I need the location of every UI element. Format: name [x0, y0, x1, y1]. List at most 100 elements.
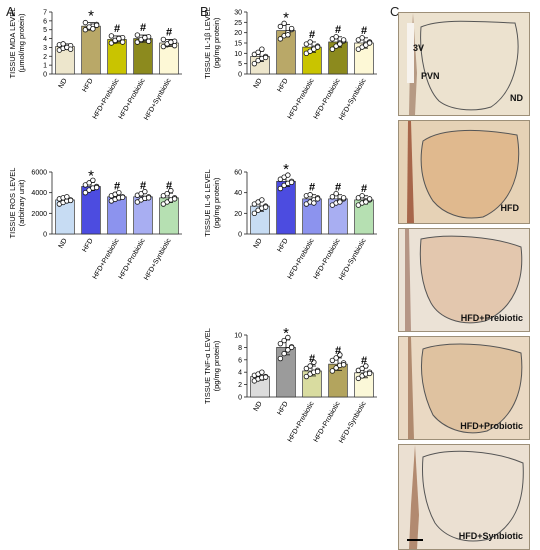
histology-label-synbiotic: HFD+Synbiotic — [458, 531, 523, 541]
bar-hfd — [81, 25, 101, 75]
data-point — [285, 334, 291, 341]
y-axis-label: TISSUE IL-6 LEVEL — [203, 169, 212, 237]
data-point — [277, 340, 284, 347]
data-point — [314, 44, 321, 50]
histology-label-probiotic: HFD+Probiotic — [460, 421, 523, 431]
data-point — [160, 36, 167, 43]
x-tick-label: HFD+Synbiotic — [143, 237, 173, 282]
data-point — [67, 46, 74, 52]
significance-hash: # — [309, 182, 315, 194]
data-point — [86, 180, 92, 186]
data-point — [277, 355, 284, 362]
data-point — [262, 54, 269, 61]
label-3v: 3V — [413, 43, 425, 53]
x-tick-label: HFD+Synbiotic — [338, 77, 368, 122]
significance-hash: # — [140, 22, 146, 34]
data-point — [259, 369, 265, 375]
histology-image-synbiotic: HFD+Synbiotic — [398, 444, 530, 550]
data-point — [363, 363, 369, 369]
y-tick-label: 0 — [238, 395, 242, 402]
x-tick-label: ND — [58, 78, 69, 90]
y-axis-unit-label: (pg/mg protein) — [212, 17, 221, 68]
y-axis-label: TISSUE IL-1β LEVEL — [203, 7, 212, 79]
x-tick-label: HFD+Probiotic — [313, 237, 342, 281]
data-point — [329, 46, 336, 52]
y-tick-label: 0 — [238, 232, 242, 239]
significance-hash: # — [361, 25, 367, 37]
significance-asterisk: * — [88, 167, 94, 184]
data-point — [285, 347, 291, 353]
y-tick-label: 8 — [238, 345, 242, 352]
data-point — [93, 184, 100, 191]
data-point — [64, 194, 70, 200]
y-tick-label: 6 — [43, 18, 47, 25]
significance-hash: # — [335, 24, 341, 36]
significance-hash: # — [335, 345, 341, 357]
data-point — [340, 37, 347, 43]
y-tick-label: 40 — [234, 190, 242, 197]
data-point — [281, 350, 287, 357]
x-tick-label: HFD+Probiotic — [118, 77, 147, 121]
data-point — [340, 362, 347, 368]
histology-image-nd: 3V PVN ND — [398, 12, 530, 116]
significance-asterisk: * — [283, 9, 289, 26]
data-point — [359, 193, 365, 199]
data-point — [145, 195, 152, 201]
data-point — [366, 370, 373, 377]
data-point — [171, 196, 178, 202]
y-tick-label: 5 — [43, 27, 47, 34]
y-axis-unit-label: (pg/mg protein) — [212, 177, 221, 228]
x-tick-label: HFD — [276, 238, 289, 254]
significance-hash: # — [166, 26, 172, 38]
data-point — [60, 41, 66, 47]
data-point — [337, 199, 343, 205]
data-point — [329, 194, 336, 200]
y-tick-label: 2 — [43, 54, 47, 61]
y-axis-label: TISSUE MDA LEVEL — [8, 8, 17, 79]
data-point — [333, 34, 339, 40]
chart-ros-level: TISSUE ROS LEVEL (arbitrary unit) 0 2000 400… — [8, 167, 182, 282]
data-point — [329, 368, 336, 374]
data-point — [67, 197, 74, 204]
data-point — [262, 374, 269, 380]
significance-hash: # — [309, 353, 315, 365]
data-point — [119, 39, 126, 45]
data-point — [168, 187, 174, 194]
significance-hash: # — [309, 29, 315, 41]
data-point — [277, 23, 284, 30]
panel-label-b: B — [200, 4, 209, 19]
y-tick-label: 2000 — [31, 211, 47, 218]
data-point — [363, 199, 369, 205]
significance-hash: # — [140, 180, 146, 192]
y-tick-label: 4000 — [31, 190, 47, 197]
x-tick-label: HFD+Prebiotic — [287, 77, 316, 121]
label-pvn: PVN — [421, 71, 440, 81]
x-tick-label: HFD+Prebiotic — [287, 237, 316, 281]
x-tick-label: ND — [253, 238, 264, 250]
data-point — [108, 33, 115, 39]
data-point — [116, 189, 122, 196]
y-tick-label: 10 — [234, 51, 242, 58]
y-tick-label: 30 — [234, 10, 242, 17]
data-point — [311, 200, 317, 206]
data-point — [281, 337, 287, 344]
y-tick-label: 0 — [238, 72, 242, 79]
x-tick-label: HFD+Synbiotic — [338, 400, 368, 445]
y-tick-label: 10 — [234, 333, 242, 340]
y-tick-label: 2 — [238, 382, 242, 389]
data-point — [359, 35, 365, 41]
y-tick-label: 0 — [43, 72, 47, 79]
data-point — [277, 36, 284, 42]
data-point — [314, 196, 321, 202]
data-point — [90, 177, 96, 183]
data-point — [285, 172, 291, 178]
x-tick-label: HFD — [81, 238, 94, 254]
chart-il1b-level: TISSUE IL-1β LEVEL (pg/mg protein) 0 5 10 15 2… — [203, 7, 377, 122]
data-point — [262, 204, 269, 210]
data-point — [285, 32, 291, 38]
significance-asterisk: * — [283, 161, 289, 178]
data-point — [168, 39, 174, 45]
x-tick-label: HFD — [81, 78, 94, 94]
x-tick-label: ND — [253, 78, 264, 90]
data-point — [314, 368, 321, 375]
